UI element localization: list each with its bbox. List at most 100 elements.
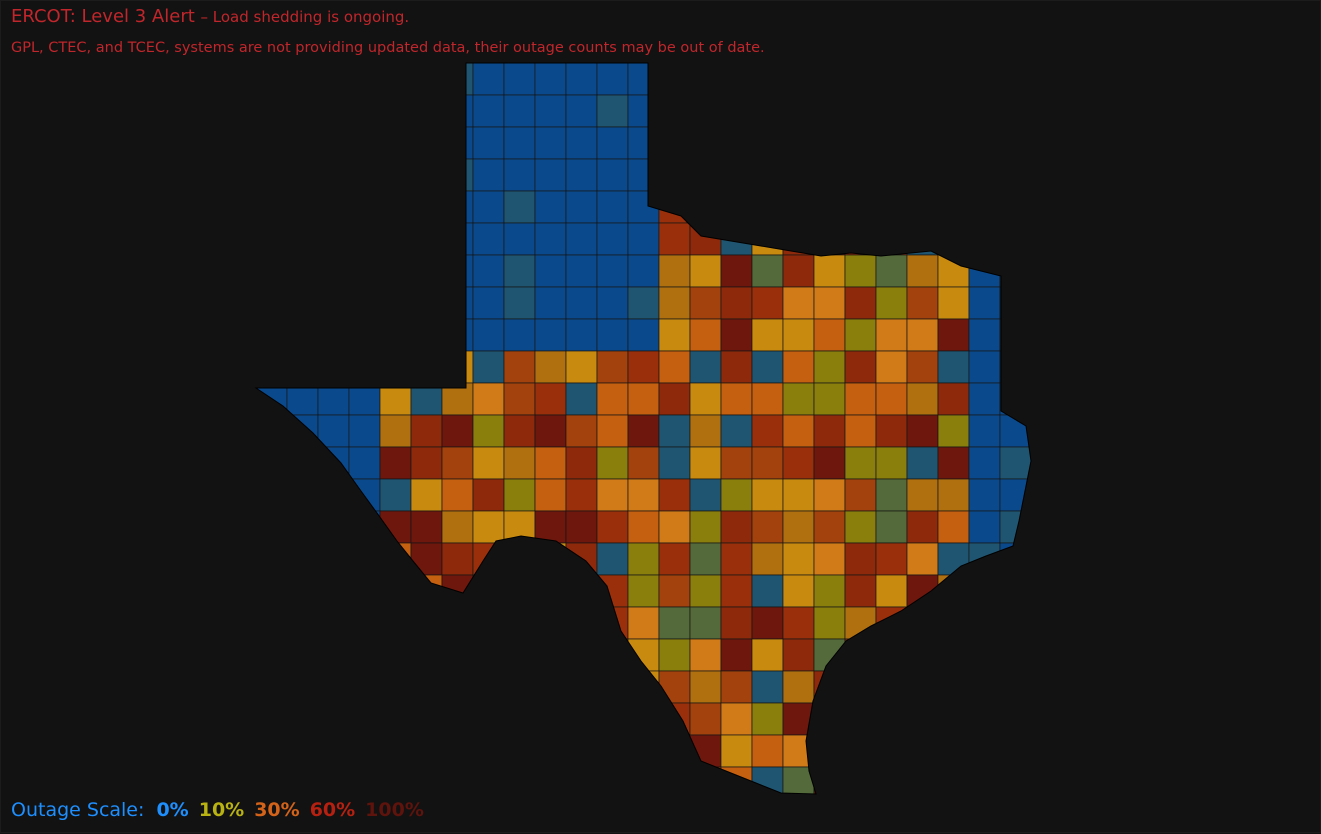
legend-item: 60% [309, 799, 356, 821]
county [844, 670, 877, 704]
county [317, 190, 350, 224]
county [379, 446, 412, 480]
county [348, 63, 381, 96]
county [782, 574, 815, 608]
county [751, 63, 784, 96]
county [813, 446, 846, 480]
county [628, 799, 659, 831]
county [379, 158, 412, 192]
county [286, 63, 319, 96]
county [813, 286, 846, 320]
county [565, 286, 598, 320]
county [720, 478, 753, 512]
county [937, 734, 970, 768]
county [441, 766, 474, 794]
county [286, 766, 319, 794]
county [844, 478, 877, 512]
county [441, 94, 474, 128]
county [534, 254, 567, 288]
county [317, 318, 350, 352]
county [782, 734, 815, 768]
county [968, 446, 1001, 480]
county [565, 574, 598, 608]
county [968, 158, 1001, 192]
county [286, 638, 319, 672]
county [906, 222, 939, 256]
county [286, 158, 319, 192]
county [783, 799, 814, 831]
county [1030, 126, 1031, 160]
county [844, 158, 877, 192]
county [503, 414, 536, 448]
county [844, 766, 877, 794]
county [968, 638, 1001, 672]
county [689, 542, 722, 576]
county [565, 414, 598, 448]
alert-detail: – Load shedding is ongoing. [200, 8, 410, 26]
county [844, 63, 877, 96]
county [441, 286, 474, 320]
county [565, 478, 598, 512]
county [627, 222, 660, 256]
county [999, 542, 1031, 576]
county [410, 318, 443, 352]
county [813, 94, 846, 128]
county [504, 799, 535, 831]
county [752, 799, 783, 831]
county [348, 126, 381, 160]
county [875, 254, 908, 288]
county [813, 510, 846, 544]
county [1030, 350, 1031, 384]
county [627, 126, 660, 160]
county [472, 734, 505, 768]
county [317, 510, 350, 544]
county [317, 63, 350, 96]
county [937, 222, 970, 256]
county [472, 222, 505, 256]
county [689, 574, 722, 608]
county [999, 254, 1031, 288]
county [937, 318, 970, 352]
county [844, 254, 877, 288]
county [503, 126, 536, 160]
county [410, 94, 443, 128]
county [720, 158, 753, 192]
county [379, 414, 412, 448]
county [472, 638, 505, 672]
county [535, 799, 566, 831]
county [534, 126, 567, 160]
county [906, 478, 939, 512]
county [720, 382, 753, 416]
county [256, 766, 288, 794]
county [906, 318, 939, 352]
county [348, 734, 381, 768]
county [937, 606, 970, 640]
county [844, 222, 877, 256]
county [348, 158, 381, 192]
county [658, 158, 691, 192]
county [875, 414, 908, 448]
county [441, 254, 474, 288]
county [968, 318, 1001, 352]
county [410, 446, 443, 480]
county [503, 382, 536, 416]
county [627, 286, 660, 320]
county [627, 94, 660, 128]
county [596, 286, 629, 320]
county [999, 318, 1031, 352]
county [968, 254, 1001, 288]
county [844, 190, 877, 224]
alert-notice: GPL, CTEC, and TCEC, systems are not pro… [11, 40, 765, 56]
county [286, 734, 319, 768]
county [937, 766, 970, 794]
county [844, 734, 877, 768]
county [658, 638, 691, 672]
county [689, 318, 722, 352]
county [565, 510, 598, 544]
county [348, 446, 381, 480]
county [256, 158, 288, 192]
county [1030, 63, 1031, 96]
county [813, 222, 846, 256]
county [379, 126, 412, 160]
county [410, 734, 443, 768]
